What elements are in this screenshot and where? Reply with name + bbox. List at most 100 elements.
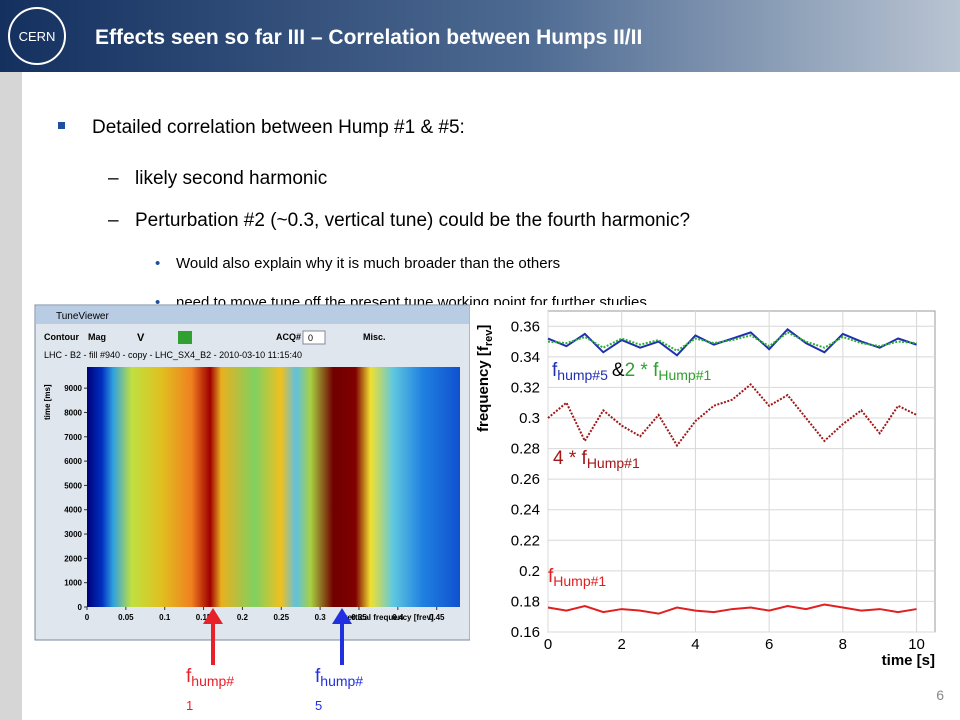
header-bar [0, 0, 960, 72]
y-tick-label: 0.26 [511, 471, 540, 488]
annotation-part: f [548, 566, 554, 587]
y-tick-label: 0.16 [511, 624, 540, 641]
logo-text: CERN [19, 29, 56, 44]
annotation: fHump#1 [548, 566, 606, 589]
annotation-part: 4 * f [553, 448, 588, 469]
y-tick-label: 1000 [64, 579, 82, 588]
toolbar-item[interactable]: Mag [88, 332, 106, 342]
window-titlebar [36, 306, 469, 324]
annotation-part: & [612, 360, 625, 381]
x-tick-label: 10 [908, 636, 925, 653]
bullet-text: likely second harmonic [135, 168, 327, 189]
annotation-part: f [552, 360, 558, 381]
arrow-label: fhump# [186, 666, 234, 689]
dash: – [108, 168, 119, 189]
y-tick-label: 0.34 [511, 349, 540, 366]
y-tick-label: 0.36 [511, 318, 540, 335]
arrow-head [332, 608, 352, 624]
label-part: frequency [f [475, 345, 492, 432]
arrow-label: 1 [186, 698, 193, 713]
window-subtitle: LHC - B2 - fill #940 - copy - LHC_SX4_B2… [44, 350, 302, 360]
x-tick-label: 0.35 [351, 613, 367, 622]
annotation-part: 2 * f [625, 360, 660, 381]
y-tick-label: 4000 [64, 506, 82, 515]
arrow-head [203, 608, 223, 624]
line-series [547, 328, 917, 357]
x-axis-label: time [s] [882, 652, 935, 669]
toolbar-item[interactable]: Contour [44, 332, 79, 342]
y-tick-label: 0.2 [519, 563, 540, 580]
x-tick-label: 0.05 [118, 613, 134, 622]
slide-title: Effects seen so far III – Correlation be… [95, 26, 642, 49]
logo: CERN [8, 7, 66, 65]
label-part: hump# [191, 673, 234, 689]
line-series [547, 603, 917, 615]
x-tick-label: 0.1 [159, 613, 171, 622]
x-tick-label: 6 [765, 636, 773, 653]
plot-frame [547, 310, 936, 633]
label-part: rev [483, 329, 495, 346]
window-title: TuneViewer [56, 311, 109, 322]
tuneviewer-window: TuneViewer Contour Mag V ACQ# 0 Misc. LH… [34, 304, 471, 641]
label-part: f [186, 666, 192, 687]
y-tick-label: 8000 [64, 408, 82, 417]
bullet-text: Perturbation #2 (~0.3, vertical tune) co… [135, 210, 690, 231]
line-series [547, 331, 917, 352]
y-tick-label: 2000 [64, 554, 82, 563]
spectrogram-image [87, 367, 460, 607]
x-tick-label: 0.15 [196, 613, 212, 622]
y-axis-label: time [ms] [43, 384, 52, 420]
toolbar-item[interactable]: Misc. [363, 332, 386, 342]
label-part: f [315, 666, 321, 687]
toolbar-button[interactable] [178, 331, 192, 344]
x-tick-label: 0 [544, 636, 552, 653]
x-tick-label: 0 [85, 613, 90, 622]
y-tick-label: 9000 [64, 384, 82, 393]
page-number: 6 [936, 687, 944, 703]
annotation-part: Hump#1 [658, 367, 711, 383]
x-tick-label: 4 [691, 636, 699, 653]
dot: • [155, 294, 160, 311]
annotation: 4 * fHump#1 [553, 448, 640, 471]
label-part: hump# [320, 673, 363, 689]
bullet-text: Would also explain why it is much broade… [176, 255, 560, 272]
side-strip [0, 72, 22, 720]
x-tick-label: 0.25 [273, 613, 289, 622]
x-tick-label: 8 [839, 636, 847, 653]
spectrogram-axes: 0 0.05 0.1 0.15 0.2 0.25 0.3 0.35 0.4 0.45 0 1000 20… [64, 384, 445, 622]
y-tick-label: 0.28 [511, 441, 540, 458]
toolbar-item: ACQ# [276, 332, 301, 342]
annotation-part: Hump#1 [587, 455, 640, 471]
annotation-part: Hump#1 [553, 573, 606, 589]
toolbar-item: 0 [308, 333, 313, 343]
annotation: fhump#5 &2 * fHump#1 [552, 360, 712, 383]
toolbar-item[interactable]: V [137, 332, 145, 344]
bullet-marker [58, 122, 65, 129]
dash: – [108, 210, 119, 231]
y-tick-label: 7000 [64, 433, 82, 442]
y-tick-label: 6000 [64, 457, 82, 466]
arrow-label: fhump# [315, 666, 363, 689]
y-tick-label: 0.3 [519, 410, 540, 427]
x-tick-label: 0.3 [315, 613, 327, 622]
label-part: ] [475, 325, 492, 330]
chart: 0.16 0.18 0.2 0.22 0.24 0.26 0.28 0.3 0.32 0.34 0.… [511, 311, 935, 653]
bullet-text: Detailed correlation between Hump #1 & #… [92, 117, 465, 138]
y-tick-label: 0.22 [511, 532, 540, 549]
acq-field[interactable] [302, 330, 326, 345]
y-tick-label: 0.18 [511, 593, 540, 610]
y-tick-label: 3000 [64, 530, 82, 539]
y-tick-label: 5000 [64, 481, 82, 490]
line-series [547, 382, 918, 448]
y-axis-label: frequency [frev] [475, 325, 495, 432]
x-tick-label: 0.2 [237, 613, 249, 622]
x-tick-label: 2 [618, 636, 626, 653]
arrow-label: 5 [315, 698, 322, 713]
y-tick-label: 0.24 [511, 502, 540, 519]
annotation-part: hump#5 [557, 367, 608, 383]
y-tick-label: 0 [78, 603, 83, 612]
x-tick-label: 0.4 [392, 613, 404, 622]
dot: • [155, 255, 160, 272]
